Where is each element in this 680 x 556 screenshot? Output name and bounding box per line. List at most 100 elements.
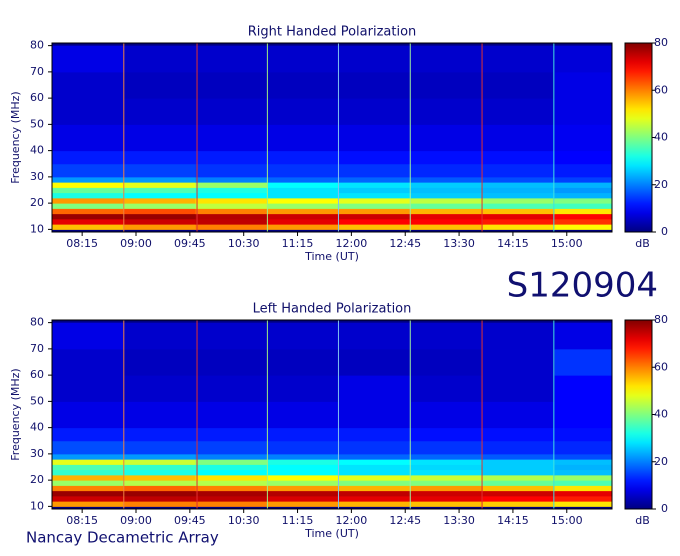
x-tick-label: 10:30	[228, 514, 260, 527]
heatmap-cell	[195, 71, 268, 99]
heatmap-cell	[52, 203, 125, 209]
date-code: S120904	[507, 266, 658, 306]
heatmap-cell	[52, 187, 125, 194]
x-tick-label: 15:00	[551, 514, 583, 527]
colorbar	[624, 319, 653, 510]
heatmap-cell	[267, 453, 340, 460]
heatmap-cell	[195, 224, 268, 230]
heatmap-cell	[554, 203, 613, 209]
heatmap-cell	[52, 218, 125, 225]
heatmap-cell	[482, 45, 556, 73]
heatmap-cell	[339, 124, 412, 152]
x-axis-label: Time (UT)	[304, 250, 359, 263]
heatmap-cell	[52, 459, 125, 465]
heatmap-cell	[123, 322, 197, 350]
heatmap-cell	[195, 501, 268, 507]
heatmap-cell	[410, 401, 484, 429]
heatmap-cell	[195, 98, 268, 125]
colorbar-tick-label: 80	[654, 36, 668, 49]
heatmap-cell	[52, 322, 125, 350]
heatmap-cell	[52, 485, 125, 492]
heatmap-cell	[123, 203, 197, 209]
heatmap-cell	[267, 348, 340, 376]
heatmap-cell	[554, 322, 613, 350]
y-tick-label: 20	[30, 473, 44, 486]
heatmap-cell	[123, 124, 197, 152]
heatmap-cell	[554, 124, 613, 152]
heatmap-cell	[267, 375, 340, 402]
x-tick-label: 14:15	[497, 237, 529, 250]
heatmap-cell	[267, 469, 340, 476]
heatmap-cell	[554, 224, 613, 230]
heatmap-cell	[52, 124, 125, 152]
heatmap-cell	[554, 348, 613, 376]
heatmap-cell	[482, 71, 556, 99]
heatmap-cell	[195, 218, 268, 225]
heatmap-cell	[123, 375, 197, 402]
heatmap-cell	[482, 459, 556, 465]
heatmap-cell	[482, 501, 556, 507]
heatmap-cell	[482, 203, 556, 209]
y-axis-label: Frequency (MHz)	[9, 368, 22, 460]
heatmap-cell	[52, 182, 125, 188]
heatmap-cell	[123, 401, 197, 429]
heatmap-cell	[482, 474, 556, 481]
heatmap-cell	[554, 469, 613, 476]
heatmap-cell	[410, 187, 484, 194]
heatmap-cell	[554, 453, 613, 460]
chart-title: Right Handed Polarization	[248, 25, 417, 40]
heatmap-cell	[339, 464, 412, 471]
heatmap-cell	[339, 163, 412, 178]
x-tick-label: 09:00	[120, 237, 152, 250]
x-tick-label: 13:30	[443, 514, 475, 527]
heatmap-cell	[339, 187, 412, 194]
y-tick-label: 10	[30, 499, 44, 512]
heatmap-cell	[52, 150, 125, 165]
heatmap-cell	[410, 182, 484, 188]
heatmap-cell	[123, 98, 197, 125]
heatmap-cell	[339, 71, 412, 99]
heatmap-cell	[195, 440, 268, 455]
plot-frame	[51, 319, 613, 510]
heatmap-cell	[52, 464, 125, 471]
heatmap-cell	[410, 348, 484, 376]
heatmap-cell	[123, 208, 197, 215]
heatmap-cell	[195, 213, 268, 220]
heatmap-cell	[267, 187, 340, 194]
y-tick-label: 30	[30, 447, 44, 460]
heatmap-cell	[267, 213, 340, 220]
x-tick-label: 09:45	[174, 514, 206, 527]
heatmap-cell	[267, 203, 340, 209]
heatmap-cell	[195, 192, 268, 199]
heatmap-cell	[410, 464, 484, 471]
heatmap-cell	[52, 501, 125, 507]
y-tick-label: 50	[30, 394, 44, 407]
colorbar-tick-label: 20	[654, 455, 668, 468]
heatmap-cell	[195, 427, 268, 442]
heatmap-cell	[482, 192, 556, 199]
heatmap-cell	[410, 213, 484, 220]
heatmap-cell	[482, 453, 556, 460]
plot-frame	[51, 42, 613, 233]
heatmap-cell	[339, 485, 412, 492]
heatmap-cell	[267, 490, 340, 497]
heatmap-cell	[267, 150, 340, 165]
heatmap-cell	[554, 474, 613, 481]
heatmap-cell	[123, 501, 197, 507]
heatmap-cell	[123, 453, 197, 460]
heatmap-cell	[339, 459, 412, 465]
heatmap-cell	[267, 427, 340, 442]
colorbar-tick-label: 40	[654, 408, 668, 421]
heatmap-cell	[195, 176, 268, 183]
heatmap-cell	[554, 485, 613, 492]
heatmap-cell	[482, 375, 556, 402]
heatmap-cell	[410, 218, 484, 225]
heatmap-cell	[123, 197, 197, 204]
heatmap-cell	[123, 187, 197, 194]
heatmap-cell	[195, 197, 268, 204]
heatmap-cell	[339, 182, 412, 188]
heatmap-cell	[410, 485, 484, 492]
heatmap-cell	[339, 213, 412, 220]
heatmap-cell	[52, 71, 125, 99]
heatmap-cell	[195, 485, 268, 492]
